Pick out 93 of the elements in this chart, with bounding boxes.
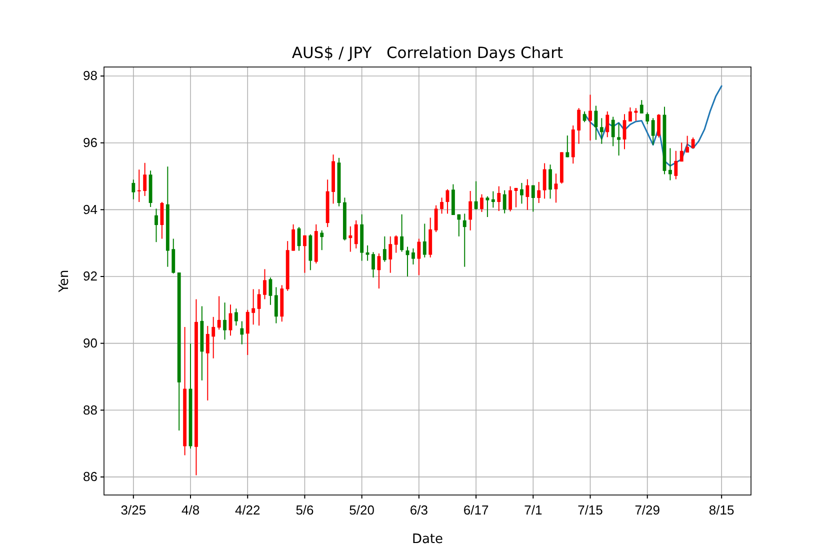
candlestick xyxy=(674,150,678,180)
candlestick xyxy=(417,238,421,276)
candlestick xyxy=(160,201,164,240)
x-axis-title: Date xyxy=(412,532,444,547)
candlestick xyxy=(143,162,147,196)
candlestick xyxy=(223,302,226,340)
candlestick xyxy=(252,288,256,326)
candlestick xyxy=(554,173,558,204)
x-tick-label: 5/6 xyxy=(296,502,314,518)
x-tick-label: 3/25 xyxy=(120,502,146,518)
y-tick-label: 96 xyxy=(83,135,98,150)
candlestick xyxy=(263,268,266,300)
candlestick xyxy=(246,309,250,356)
candlestick xyxy=(657,114,660,138)
candlestick xyxy=(292,224,296,252)
candlestick xyxy=(582,110,586,123)
candlestick xyxy=(577,108,581,144)
candlestick xyxy=(412,248,415,265)
chart-title: AUS$ / JPY Correlation Days Chart xyxy=(292,44,564,62)
candlestick xyxy=(628,106,632,122)
candlestick xyxy=(531,184,535,212)
candlestick xyxy=(497,186,501,212)
candlestick xyxy=(434,204,438,233)
candlestick xyxy=(366,244,370,262)
candlestick xyxy=(468,190,472,231)
candlestick xyxy=(617,122,621,156)
candlestick xyxy=(611,116,615,147)
candlestick xyxy=(388,236,392,274)
x-tick-label: 7/1 xyxy=(524,502,542,518)
candlestick xyxy=(491,190,495,208)
candlestick xyxy=(440,197,444,214)
y-tick-label: 86 xyxy=(83,469,98,484)
candlestick xyxy=(320,230,324,251)
candlestick xyxy=(606,110,610,138)
y-tick-label: 94 xyxy=(83,202,98,217)
candlestick xyxy=(686,135,690,154)
x-tick-label: 4/22 xyxy=(234,502,260,518)
x-tick-label: 6/17 xyxy=(463,502,489,518)
candlestick xyxy=(457,214,461,237)
candlestick xyxy=(646,112,650,125)
candlestick xyxy=(257,288,261,326)
candlestick xyxy=(154,208,158,243)
candlestick xyxy=(240,320,244,345)
candlestick xyxy=(377,252,381,290)
candlestick xyxy=(394,234,398,254)
candlestick xyxy=(268,276,272,306)
candlestick xyxy=(600,118,604,144)
x-tick-label: 5/20 xyxy=(349,502,374,518)
candlestick xyxy=(348,226,352,252)
candlestick xyxy=(382,236,386,262)
candlestick xyxy=(588,94,592,142)
y-tick-label: 88 xyxy=(83,402,98,418)
x-tick-label: 7/29 xyxy=(634,502,660,518)
candlestick xyxy=(422,223,426,258)
candlestick xyxy=(354,220,358,249)
x-tick-label: 6/3 xyxy=(410,502,428,518)
candlestick xyxy=(486,196,490,218)
x-tick-label: 4/8 xyxy=(181,502,200,518)
y-tick-label: 92 xyxy=(83,268,98,284)
candlestick xyxy=(137,169,141,202)
candlestick xyxy=(594,105,598,140)
candlestick xyxy=(651,118,655,146)
candlestick xyxy=(474,180,478,210)
candlestick xyxy=(228,304,232,336)
candlestick xyxy=(640,100,644,114)
candlestick xyxy=(303,234,306,274)
y-tick-label: 98 xyxy=(83,68,98,84)
candlestick xyxy=(548,164,552,200)
candlestick xyxy=(502,190,506,214)
candlestick xyxy=(172,238,176,274)
candlestick xyxy=(132,179,136,200)
candlestick xyxy=(372,252,375,278)
candlestick xyxy=(668,148,672,181)
candlestick xyxy=(234,308,238,326)
candlestick xyxy=(274,286,278,324)
x-tick-label: 7/15 xyxy=(578,502,603,518)
y-axis-title: Yen xyxy=(57,270,72,294)
y-tick-label: 90 xyxy=(83,335,98,350)
candlestick xyxy=(400,214,404,252)
candlestick xyxy=(462,213,466,268)
candlestick xyxy=(212,316,216,359)
candlestick xyxy=(217,296,221,330)
candlestick xyxy=(680,142,684,162)
x-tick-label: 8/15 xyxy=(708,502,734,518)
candlestick xyxy=(537,181,541,204)
candlestick xyxy=(480,194,484,213)
candlestick xyxy=(206,325,210,401)
candlestick xyxy=(542,162,546,200)
candlestick xyxy=(634,108,638,122)
candlestick xyxy=(520,182,524,204)
candlestick xyxy=(508,186,512,212)
candlestick xyxy=(566,134,570,158)
candlestick xyxy=(526,178,530,210)
